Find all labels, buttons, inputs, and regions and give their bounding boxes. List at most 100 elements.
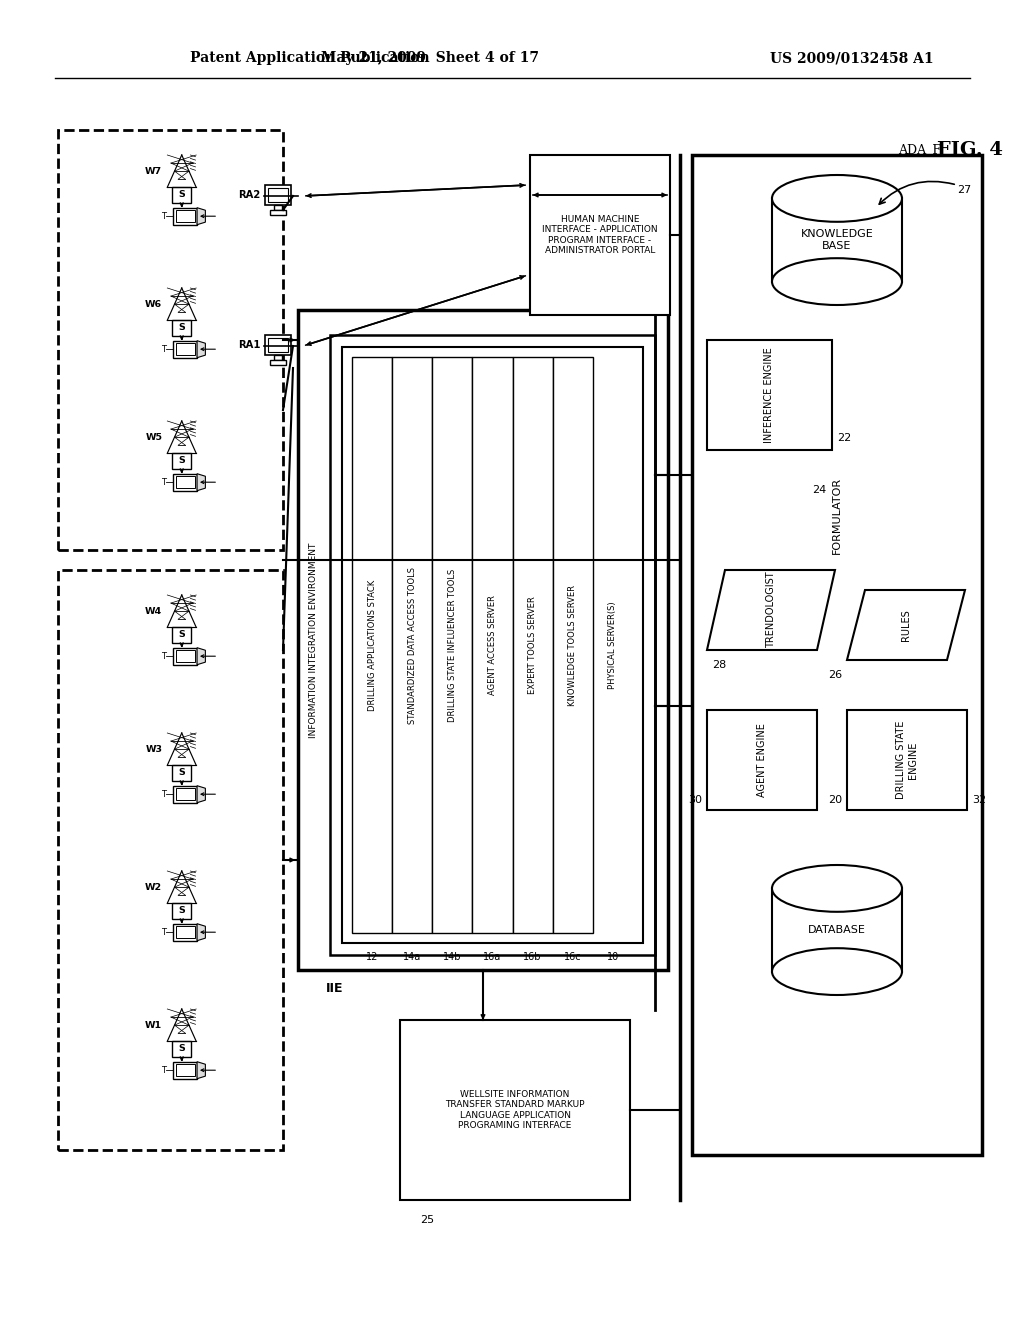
Text: FORMULATOR: FORMULATOR: [831, 477, 842, 553]
Bar: [176, 927, 195, 939]
Text: 32: 32: [972, 795, 986, 805]
Ellipse shape: [772, 259, 902, 305]
Bar: [58, 570, 283, 1150]
Text: 22: 22: [837, 433, 851, 444]
Text: DATABASE: DATABASE: [808, 925, 866, 935]
Bar: [176, 343, 195, 355]
Polygon shape: [197, 924, 206, 941]
Text: KNOWLEDGE TOOLS SERVER: KNOWLEDGE TOOLS SERVER: [568, 585, 578, 705]
Text: W4: W4: [145, 607, 162, 615]
Text: 27: 27: [956, 185, 971, 195]
Text: W1: W1: [145, 1020, 162, 1030]
Bar: [172, 903, 191, 919]
Bar: [265, 335, 291, 355]
Text: FIG. 4: FIG. 4: [937, 141, 1002, 158]
Polygon shape: [847, 590, 965, 660]
Text: AGENT ACCESS SERVER: AGENT ACCESS SERVER: [488, 595, 497, 694]
Text: 12: 12: [366, 952, 378, 962]
Polygon shape: [197, 341, 206, 358]
Text: RA1: RA1: [238, 339, 260, 350]
Polygon shape: [197, 1061, 206, 1078]
Bar: [553, 356, 593, 933]
Polygon shape: [197, 207, 206, 224]
Bar: [298, 310, 668, 970]
Text: S: S: [178, 190, 185, 199]
Bar: [173, 474, 197, 491]
Text: IIE: IIE: [326, 982, 343, 994]
Text: ADA_F: ADA_F: [898, 144, 941, 157]
Text: T: T: [161, 1065, 166, 1074]
Text: WELLSITE INFORMATION
TRANSFER STANDARD MARKUP
LANGUAGE APPLICATION
PROGRAMING IN: WELLSITE INFORMATION TRANSFER STANDARD M…: [445, 1090, 585, 1130]
Text: 28: 28: [712, 660, 726, 671]
Text: W5: W5: [145, 433, 162, 442]
Bar: [172, 1041, 191, 1056]
Ellipse shape: [772, 948, 902, 995]
Bar: [265, 185, 291, 205]
Bar: [692, 154, 982, 1155]
Polygon shape: [197, 648, 206, 665]
Text: 16b: 16b: [523, 952, 542, 962]
Bar: [173, 207, 197, 224]
Bar: [513, 356, 553, 933]
Bar: [172, 766, 191, 780]
Text: May 21, 2009  Sheet 4 of 17: May 21, 2009 Sheet 4 of 17: [321, 51, 539, 65]
Text: W6: W6: [145, 300, 162, 309]
Text: DRILLING STATE
ENGINE: DRILLING STATE ENGINE: [896, 721, 918, 799]
Text: 26: 26: [827, 671, 842, 680]
Bar: [270, 360, 286, 364]
Bar: [268, 338, 288, 352]
Bar: [268, 187, 288, 202]
Text: RULES: RULES: [901, 609, 911, 642]
Bar: [530, 154, 670, 315]
Text: 20: 20: [827, 795, 842, 805]
Bar: [173, 341, 197, 358]
Bar: [172, 321, 191, 335]
Ellipse shape: [772, 865, 902, 912]
Text: S: S: [178, 1044, 185, 1053]
Bar: [432, 356, 472, 933]
Bar: [330, 335, 655, 954]
Bar: [176, 651, 195, 663]
Text: 16a: 16a: [483, 952, 502, 962]
Bar: [707, 710, 817, 810]
Bar: [173, 785, 197, 803]
Bar: [392, 356, 432, 933]
Text: INFERENCE ENGINE: INFERENCE ENGINE: [765, 347, 774, 444]
Text: 30: 30: [688, 795, 702, 805]
Bar: [176, 1064, 195, 1076]
Text: RA2: RA2: [239, 190, 260, 199]
Text: T: T: [161, 211, 166, 220]
Text: 25: 25: [420, 1214, 434, 1225]
Text: TRENDOLOGIST: TRENDOLOGIST: [766, 572, 776, 648]
Bar: [172, 627, 191, 643]
Bar: [772, 888, 902, 972]
Text: T: T: [161, 478, 166, 487]
Bar: [772, 198, 902, 281]
Text: S: S: [178, 323, 185, 333]
Bar: [270, 210, 286, 215]
Bar: [176, 210, 195, 222]
Text: STANDARDIZED DATA ACCESS TOOLS: STANDARDIZED DATA ACCESS TOOLS: [408, 566, 417, 723]
Polygon shape: [197, 785, 206, 803]
Bar: [400, 1020, 630, 1200]
Bar: [847, 710, 967, 810]
Text: T: T: [161, 652, 166, 661]
Text: EXPERT TOOLS SERVER: EXPERT TOOLS SERVER: [528, 597, 538, 694]
Text: 14a: 14a: [403, 952, 421, 962]
Text: W2: W2: [145, 883, 162, 891]
Bar: [176, 477, 195, 488]
Text: US 2009/0132458 A1: US 2009/0132458 A1: [770, 51, 934, 65]
Text: S: S: [178, 907, 185, 916]
Text: DRILLING APPLICATIONS STACK: DRILLING APPLICATIONS STACK: [368, 579, 377, 710]
Ellipse shape: [772, 176, 902, 222]
Text: Patent Application Publication: Patent Application Publication: [190, 51, 430, 65]
Text: W7: W7: [145, 166, 162, 176]
Text: PHYSICAL SERVER(S): PHYSICAL SERVER(S): [608, 601, 617, 689]
Polygon shape: [197, 474, 206, 491]
Bar: [176, 788, 195, 800]
Text: 14b: 14b: [443, 952, 462, 962]
Bar: [173, 648, 197, 665]
Text: 24: 24: [812, 484, 826, 495]
Bar: [172, 453, 191, 469]
Text: INFORMATION INTEGRATION ENVIRONMENT: INFORMATION INTEGRATION ENVIRONMENT: [309, 543, 318, 738]
